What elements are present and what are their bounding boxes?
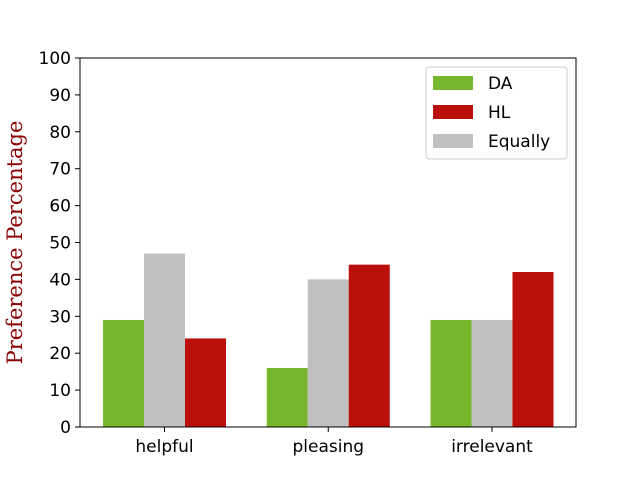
x-tick-label-helpful: helpful (135, 437, 193, 457)
y-axis-label: Preference Percentage (3, 121, 27, 365)
y-tick-label: 50 (49, 234, 71, 254)
bar-da-helpful (103, 319, 144, 427)
legend-swatch-hl (433, 105, 473, 119)
bar-hl-irrelevant (512, 272, 554, 427)
legend-label-equally: Equally (488, 132, 550, 152)
x-tick-label-irrelevant: irrelevant (451, 437, 533, 457)
bar-hl-helpful (185, 338, 226, 427)
bars-layer (103, 253, 554, 427)
bar-da-irrelevant (430, 319, 472, 427)
y-tick-label: 20 (49, 344, 71, 364)
x-tick-label-pleasing: pleasing (292, 437, 364, 457)
x-axis-ticks: helpful pleasing irrelevant (135, 427, 533, 457)
y-tick-label: 60 (49, 197, 71, 217)
y-tick-label: 70 (49, 160, 71, 180)
legend-label-hl: HL (488, 103, 511, 123)
bar-equally-pleasing (307, 279, 349, 427)
y-tick-label: 0 (60, 418, 71, 438)
bar-hl-pleasing (348, 264, 390, 427)
legend-swatch-da (433, 76, 473, 90)
y-tick-label: 90 (49, 86, 71, 106)
y-tick-label: 100 (39, 49, 71, 69)
y-tick-label: 40 (49, 270, 71, 290)
legend-label-da: DA (488, 74, 513, 94)
bar-equally-irrelevant (471, 319, 513, 427)
legend: DA HL Equally (425, 66, 568, 160)
y-axis-ticks: 0 10 20 30 40 50 60 70 80 90 100 (39, 49, 80, 438)
y-tick-label: 30 (49, 307, 71, 327)
y-tick-label: 10 (49, 381, 71, 401)
bar-equally-helpful (144, 253, 185, 427)
legend-swatch-equally (433, 134, 473, 148)
y-tick-label: 80 (49, 123, 71, 143)
bar-da-pleasing (266, 367, 308, 427)
